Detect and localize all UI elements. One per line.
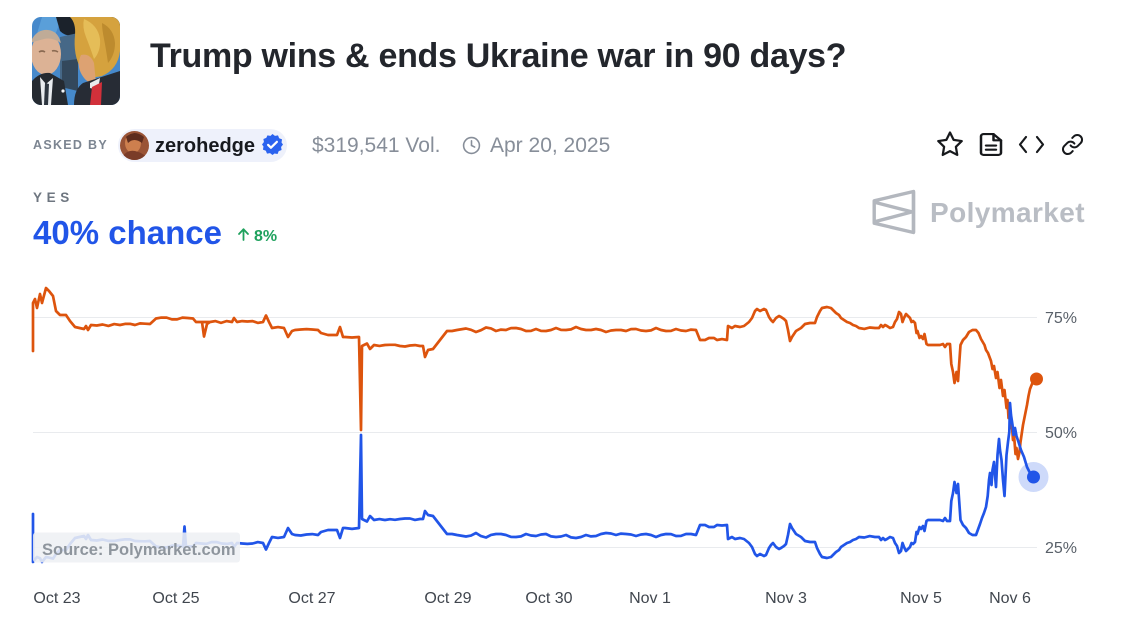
svg-text:Oct 30: Oct 30 — [525, 590, 572, 607]
svg-text:Nov 6: Nov 6 — [989, 590, 1031, 607]
svg-text:Nov 1: Nov 1 — [629, 590, 671, 607]
svg-text:Source: Polymarket.com: Source: Polymarket.com — [42, 541, 236, 559]
svg-text:50%: 50% — [1045, 425, 1077, 442]
svg-text:Nov 5: Nov 5 — [900, 590, 942, 607]
svg-text:Nov 3: Nov 3 — [765, 590, 807, 607]
svg-text:Oct 25: Oct 25 — [152, 590, 199, 607]
svg-text:Oct 23: Oct 23 — [33, 590, 80, 607]
svg-text:Oct 29: Oct 29 — [424, 590, 471, 607]
svg-text:Oct 27: Oct 27 — [288, 590, 335, 607]
svg-text:75%: 75% — [1045, 310, 1077, 327]
svg-text:25%: 25% — [1045, 540, 1077, 557]
